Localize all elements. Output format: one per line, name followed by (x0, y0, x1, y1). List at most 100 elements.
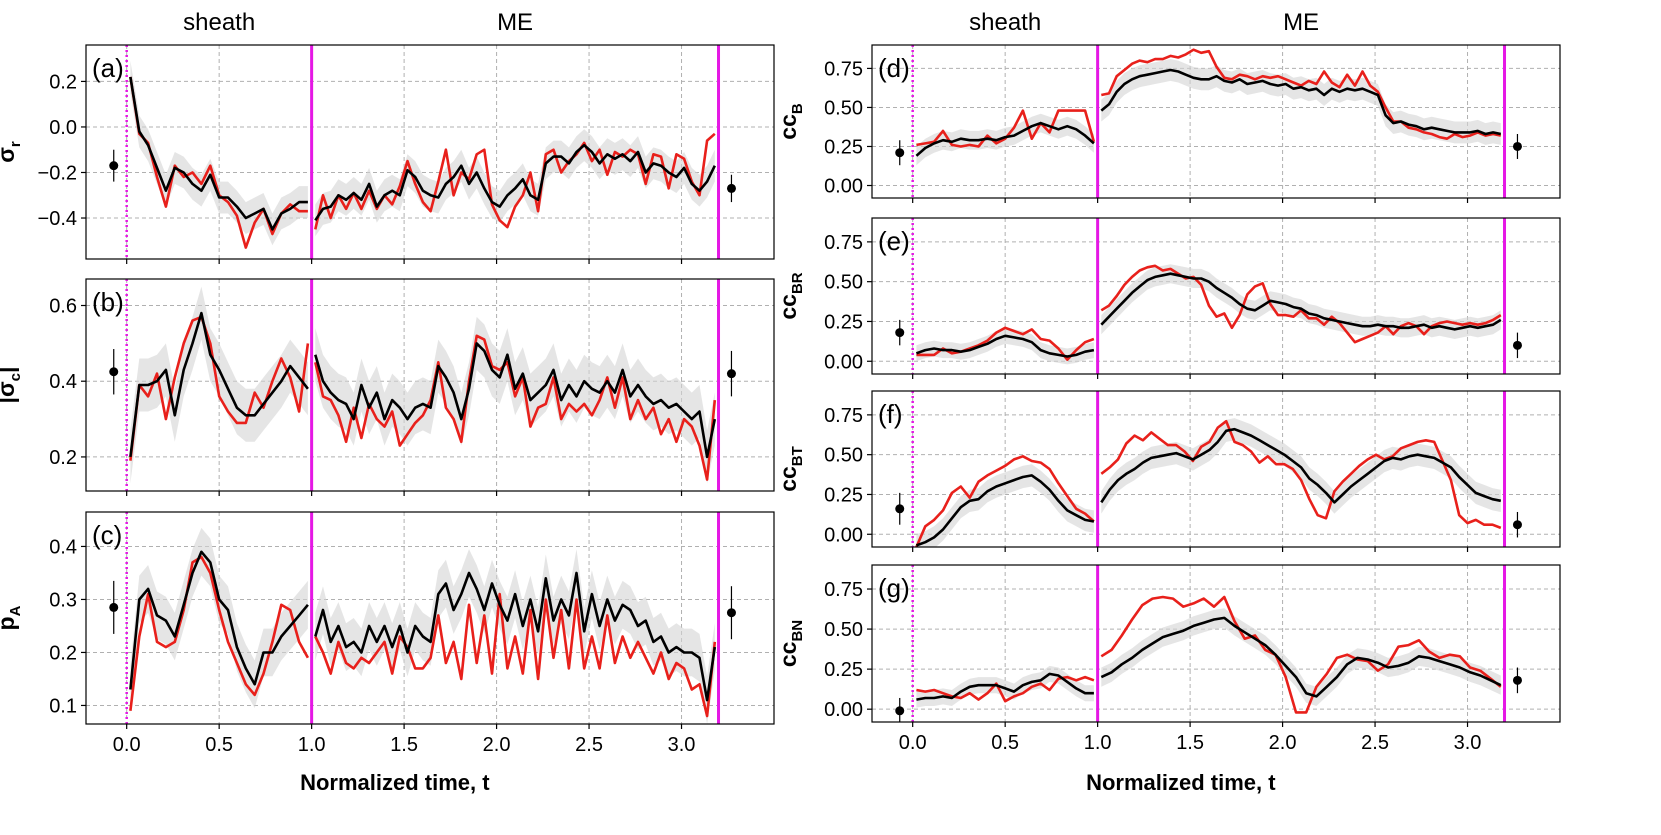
x-tick-label: 2.5 (575, 734, 603, 756)
panel-frame (871, 44, 1561, 199)
post-point (1512, 141, 1522, 151)
red-series-sheath (129, 555, 310, 711)
panel-frame (85, 44, 775, 260)
y-axis-label: ccBN (775, 620, 806, 667)
y-tick-label: 0.4 (49, 371, 77, 393)
y-tick-label: 0.25 (824, 484, 863, 506)
x-tick-label: 0.5 (205, 734, 233, 756)
red-series-sheath (129, 315, 310, 461)
y-tick-label: 0.1 (49, 695, 77, 717)
panel-label: (f) (878, 399, 903, 429)
red-series-sheath (916, 675, 1095, 703)
panel-label: (b) (92, 287, 124, 317)
panel-plot-area-e (872, 218, 1560, 374)
panel-plot-area-d (872, 45, 1560, 198)
y-tick-label: 0.00 (824, 699, 863, 721)
y-tick-label: 0.6 (49, 296, 77, 318)
panel-g: 0.75 0.50 0.25 0.00 0.0 0.5 1.0 1.5 2.0 2.5 3.0 (g)… (775, 564, 1561, 754)
x-tick-label: 0.5 (991, 732, 1019, 754)
panel-label: (e) (878, 226, 910, 256)
y-tick-label: 0.75 (824, 58, 863, 80)
red-series-me (1100, 595, 1502, 714)
uncertainty-band-sheath (916, 327, 1094, 365)
x-axis-title: Normalized time, t (1086, 770, 1276, 795)
x-tick-label: 3.0 (1454, 732, 1482, 754)
post-point (726, 183, 736, 193)
y-tick-label: 0.2 (49, 447, 77, 469)
black-series-me (1100, 427, 1502, 504)
pre-point (895, 706, 905, 716)
x-tick-label: 1.5 (1176, 732, 1204, 754)
uncertainty-band-me (1101, 264, 1501, 339)
y-tick-label: 0.0 (49, 117, 77, 139)
x-tick-label: 0.0 (899, 732, 927, 754)
x-axis-title: Normalized time, t (300, 770, 490, 795)
y-axis-label: ccB (775, 103, 806, 140)
red-series-me (314, 334, 717, 481)
uncertainty-band-sheath (130, 527, 308, 714)
black-series-me (1100, 68, 1502, 136)
y-tick-label: 0.25 (824, 136, 863, 158)
black-series-sheath (915, 334, 1095, 358)
panel-b: 0.6 0.4 0.2 (b) |σc| (0, 278, 775, 496)
uncertainty-band-sheath (130, 60, 308, 246)
black-series-me (314, 571, 717, 702)
panel-frame (85, 511, 775, 725)
panel-label: (d) (878, 53, 910, 83)
y-tick-label: 0.50 (824, 97, 863, 119)
black-series-sheath (915, 121, 1095, 157)
panel-a: 0.2 0.0 −0.2 −0.4 (a) σr (0, 44, 775, 264)
x-tick-label: 3.0 (668, 734, 696, 756)
panel-plot-area-f (872, 391, 1560, 547)
pre-point (109, 161, 119, 171)
red-series-me (1100, 264, 1502, 344)
y-tick-label: 0.25 (824, 311, 863, 333)
black-series-sheath (129, 311, 309, 458)
y-tick-label: 0.75 (824, 579, 863, 601)
black-series-sheath (129, 550, 309, 690)
post-point (1512, 520, 1522, 530)
panel-frame (871, 217, 1561, 375)
panel-frame (871, 390, 1561, 548)
x-tick-label: 1.5 (390, 734, 418, 756)
panel-d: 0.75 0.50 0.25 0.00 (d) ccB (775, 44, 1561, 203)
red-series-sheath (915, 455, 1095, 547)
panel-plot-area-b (86, 279, 774, 491)
panel-frame (871, 564, 1561, 723)
y-tick-label: 0.2 (49, 642, 77, 664)
uncertainty-band-me (315, 129, 715, 237)
y-axis-label: |σc| (0, 367, 24, 404)
post-point (726, 608, 736, 618)
y-tick-label: 0.00 (824, 524, 863, 546)
y-tick-label: 0.75 (824, 232, 863, 254)
x-tick-label: 2.0 (1269, 732, 1297, 754)
pre-point (895, 504, 905, 514)
x-tick-label: 2.0 (483, 734, 511, 756)
black-series-me (314, 143, 716, 222)
y-tick-label: 0.00 (824, 351, 863, 373)
post-point (1512, 340, 1522, 350)
y-tick-label: 0.3 (49, 589, 77, 611)
panel-plot-area-c (86, 512, 774, 724)
uncertainty-band-sheath (916, 464, 1094, 547)
y-axis-label: ccBR (775, 272, 806, 319)
region-label-me: ME (1283, 9, 1319, 36)
uncertainty-band-sheath (130, 286, 308, 484)
black-series-sheath (129, 76, 308, 231)
red-series-me (314, 592, 717, 718)
y-tick-label: −0.4 (38, 208, 77, 230)
pre-point (895, 148, 905, 158)
region-label-sheath: sheath (969, 9, 1041, 36)
x-tick-label: 1.0 (298, 734, 326, 756)
y-tick-label: 0.50 (824, 619, 863, 641)
panel-frame (85, 278, 775, 492)
y-tick-label: 0.50 (824, 445, 863, 467)
panel-e: 0.75 0.50 0.25 0.00 (e) ccBR (775, 217, 1561, 379)
y-tick-label: 0.75 (824, 405, 863, 427)
region-label-sheath: sheath (183, 9, 255, 36)
panel-plot-area-g (872, 565, 1560, 722)
red-series-me (1100, 419, 1502, 530)
black-series-sheath (915, 474, 1095, 547)
panel-c: 0.4 0.3 0.2 0.1 0.0 0.5 1.0 1.5 2.0 2.5 3.0 (c) pA (0, 511, 775, 756)
